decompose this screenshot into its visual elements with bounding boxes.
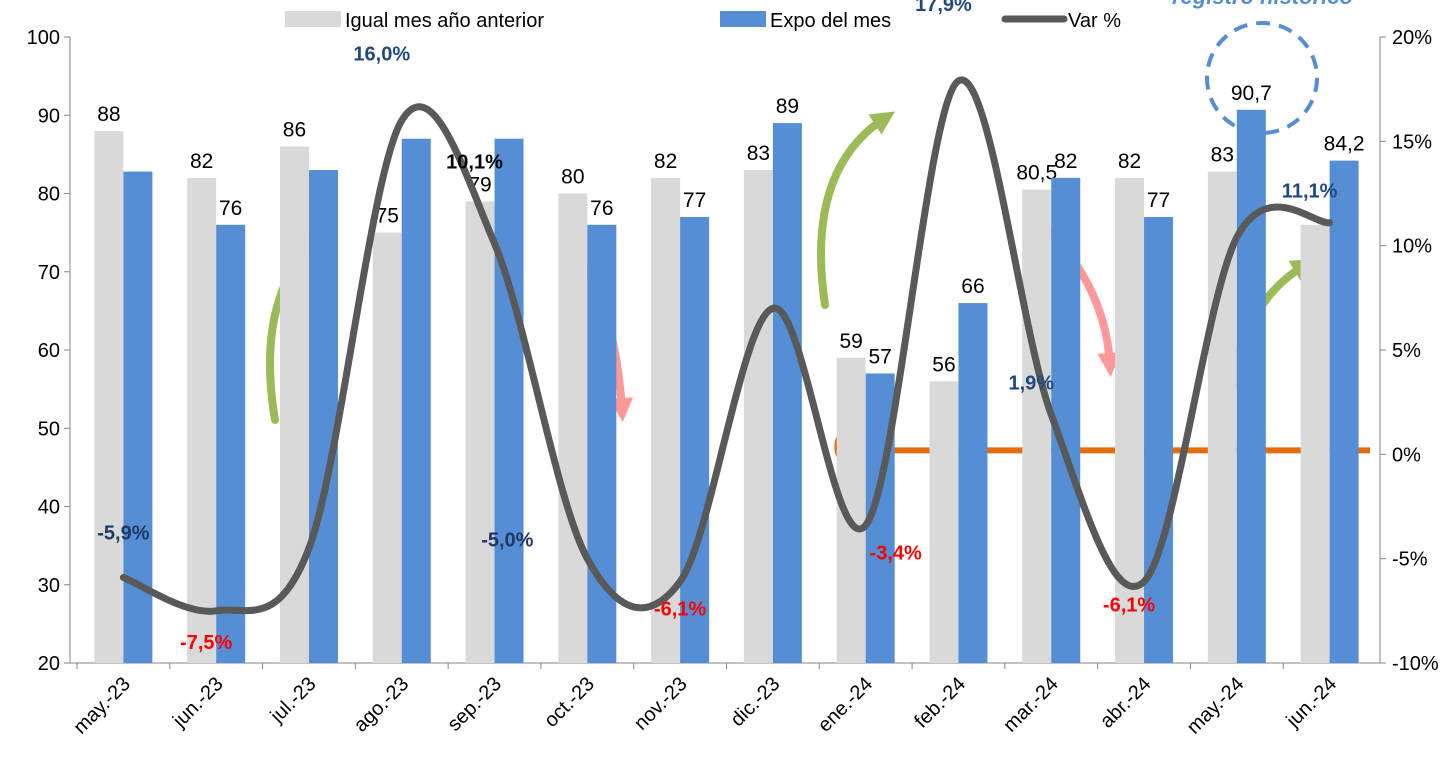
data-label: 59 (839, 330, 862, 353)
data-label: 86 (283, 119, 306, 142)
annotation: registro histórico (1172, 0, 1353, 9)
bar (216, 224, 246, 664)
data-label: 75 (376, 205, 399, 228)
legend-label: Igual mes año anterior (345, 10, 544, 32)
y2-tick-label: -5% (1392, 549, 1428, 571)
line-label: 16,0% (353, 43, 410, 65)
y2-tick-label: 5% (1392, 340, 1421, 362)
x-tick-label: feb.-24 (910, 673, 970, 733)
line-label: 1,9% (1008, 373, 1054, 395)
legend-label: Var % (1068, 10, 1121, 32)
x-tick-label: sep.-23 (443, 673, 506, 736)
bar (1236, 109, 1266, 663)
y2-tick-label: 15% (1392, 131, 1432, 153)
y2-tick-label: 20% (1392, 27, 1432, 49)
y-tick-label: 100 (27, 27, 60, 49)
data-label: 80 (561, 166, 584, 189)
x-tick-label: mar.-24 (999, 673, 1063, 737)
y-tick-label: 20 (38, 653, 60, 675)
bar (465, 201, 495, 663)
line-label: -5,0% (481, 530, 533, 552)
y-tick-label: 40 (38, 497, 60, 519)
data-label: 80,5 (1016, 162, 1057, 185)
up-arrow (817, 111, 896, 309)
y2-tick-label: -10% (1392, 653, 1439, 675)
data-label: 88 (97, 103, 120, 126)
y-tick-label: 90 (38, 105, 60, 127)
bar (401, 138, 431, 664)
line-label: -5,9% (97, 522, 149, 544)
data-label: 57 (868, 345, 891, 368)
y-tick-label: 70 (38, 262, 60, 284)
data-label: 56 (932, 353, 955, 376)
x-tick-label: may.-23 (69, 673, 135, 739)
bar (743, 170, 773, 663)
y-tick-label: 80 (38, 184, 60, 206)
x-tick-label: jul.-23 (266, 673, 321, 728)
bar (558, 193, 588, 663)
x-tick-label: abr.-24 (1096, 673, 1156, 733)
data-label: 76 (219, 197, 242, 220)
line-label: 17,9% (915, 0, 972, 16)
x-tick-label: jun.-24 (1282, 673, 1342, 733)
bar (1300, 224, 1330, 664)
bar (372, 232, 402, 663)
x-tick-label: jun.-23 (168, 673, 228, 733)
y-tick-label: 60 (38, 340, 60, 362)
x-tick-label: ago.-23 (350, 673, 414, 737)
data-label: 77 (1147, 189, 1170, 212)
record-circle (1205, 21, 1319, 135)
bar (929, 381, 959, 663)
line-label: -3,4% (870, 542, 922, 564)
bar (187, 177, 217, 663)
legend-label: Expo del mes (770, 10, 891, 32)
bar (94, 130, 124, 663)
line (119, 76, 1334, 615)
data-label: 90,7 (1231, 82, 1272, 105)
data-label: 82 (1054, 150, 1077, 173)
data-label: 77 (683, 189, 706, 212)
x-tick-label: dic.-23 (726, 673, 784, 731)
line-label: -6,1% (1103, 595, 1155, 617)
data-label: 82 (190, 150, 213, 173)
legend-swatch (285, 11, 341, 27)
legend-swatch (720, 11, 766, 27)
bar (651, 177, 681, 663)
data-label: 83 (1211, 144, 1234, 167)
bar (958, 303, 988, 663)
data-label: 82 (654, 150, 677, 173)
data-label: 82 (1118, 150, 1141, 173)
bar (494, 138, 524, 664)
bar (1022, 189, 1052, 663)
x-tick-label: nov.-23 (630, 673, 692, 735)
bar (1115, 177, 1145, 663)
line-label: 10,1% (446, 152, 503, 174)
data-label: 66 (961, 275, 984, 298)
data-label: 83 (747, 142, 770, 165)
line-label: 11,1% (1282, 181, 1338, 203)
x-tick-label: may.-24 (1183, 673, 1249, 739)
y-tick-label: 50 (38, 418, 60, 440)
data-label: 76 (590, 197, 613, 220)
bar (1329, 160, 1359, 663)
data-label: 84,2 (1324, 133, 1365, 156)
bar (680, 216, 710, 663)
bar (1144, 216, 1174, 663)
y2-tick-label: 10% (1392, 236, 1432, 258)
data-label: 89 (776, 95, 799, 118)
bar (308, 170, 338, 663)
line-label: -7,5% (180, 632, 232, 654)
x-tick-label: ene.-24 (814, 673, 878, 737)
line-label: -6,1% (654, 599, 706, 621)
y-tick-label: 30 (38, 575, 60, 597)
x-tick-label: oct.-23 (540, 673, 599, 732)
bar (772, 123, 802, 663)
y2-tick-label: 0% (1392, 444, 1421, 466)
